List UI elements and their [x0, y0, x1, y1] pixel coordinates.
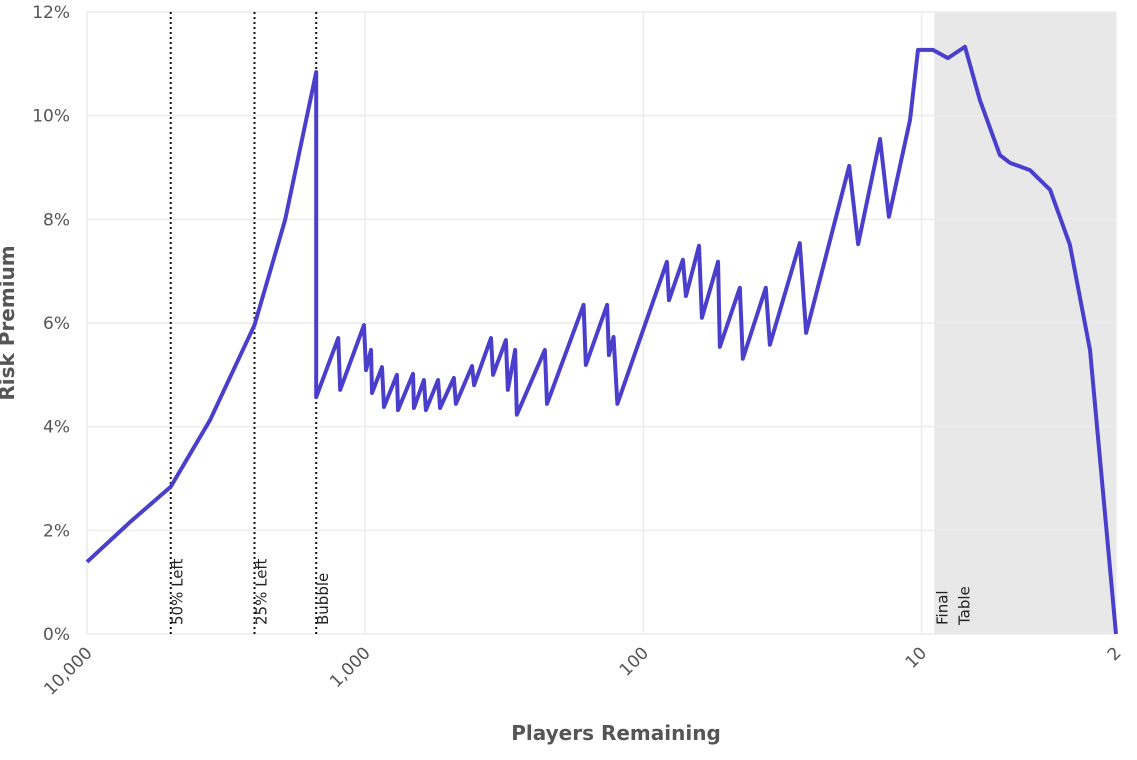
y-tick-label: 0% [43, 625, 70, 645]
series-line [85, 44, 1118, 635]
y-tick-label: 4% [43, 418, 70, 438]
y-axis-title: Risk Premium [0, 245, 19, 400]
y-tick-label: 10% [32, 107, 70, 127]
marker-label: 25% Left [252, 559, 270, 625]
region-label: Table [955, 586, 973, 626]
x-tick-label: 10,000 [40, 643, 96, 699]
x-axis-title: Players Remaining [511, 721, 721, 745]
x-tick-label: 2 [1104, 643, 1126, 665]
y-tick-label: 12% [32, 3, 70, 23]
x-tick-label: 10 [902, 643, 931, 672]
x-tick-label: 1,000 [326, 643, 375, 692]
marker-label: Bubble [314, 573, 332, 625]
y-tick-label: 8% [43, 210, 70, 230]
marker-label: 50% Left [169, 559, 187, 625]
y-tick-label: 6% [43, 314, 70, 334]
x-tick-label: 100 [616, 643, 653, 680]
y-tick-label: 2% [43, 521, 70, 541]
region-label: Final [933, 590, 951, 625]
